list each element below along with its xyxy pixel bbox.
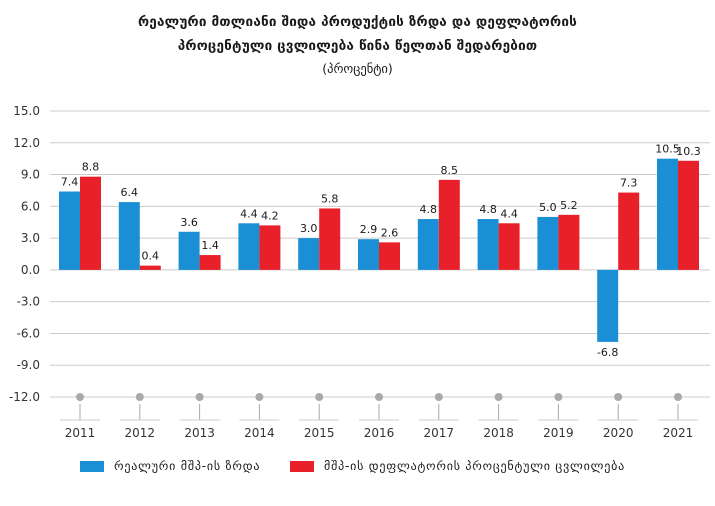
legend-item-real-growth: რეალური მშპ-ის ზრდა: [80, 459, 260, 473]
y-tick-label: 9.0: [21, 168, 40, 182]
y-tick-label: -12.0: [9, 390, 40, 404]
bar-real-growth: [238, 223, 260, 270]
x-axis-marker: [614, 393, 623, 401]
bar-deflator: [199, 255, 221, 270]
data-label-real-growth: 7.4: [61, 176, 79, 189]
data-label-real-growth: 3.0: [300, 222, 318, 235]
chart-subtitle: (პროცენტი): [322, 61, 393, 76]
data-label-deflator: 10.3: [676, 145, 701, 158]
bar-deflator: [618, 192, 640, 270]
data-label-real-growth: 10.5: [655, 143, 680, 156]
y-tick-label: 6.0: [21, 199, 40, 213]
bar-real-growth: [298, 238, 320, 270]
data-label-real-growth: 4.8: [479, 203, 497, 216]
data-label-deflator: 0.4: [142, 250, 160, 263]
data-label-deflator: 8.8: [82, 161, 100, 174]
bar-real-growth: [537, 216, 559, 270]
data-label-real-growth: 6.4: [121, 186, 139, 199]
data-label-real-growth: 5.0: [539, 201, 557, 214]
data-label-real-growth: 4.4: [240, 207, 258, 220]
data-label-deflator: 5.2: [560, 199, 578, 212]
bar-deflator: [558, 214, 580, 270]
bar-real-growth: [657, 158, 678, 270]
bar-real-growth: [358, 239, 379, 270]
bar-real-growth: [417, 219, 439, 270]
x-tick-label: 2016: [364, 426, 395, 440]
legend-label-real-growth: რეალური მშპ-ის ზრდა: [114, 459, 261, 473]
x-tick-label: 2014: [244, 426, 275, 440]
bar-deflator: [678, 160, 699, 270]
data-label-deflator: 8.5: [441, 164, 459, 177]
x-tick-label: 2021: [663, 426, 694, 440]
chart-title-line-1: რეალური მთლიანი შიდა პროდუქტის ზრდა და დ…: [137, 14, 578, 30]
bar-real-growth: [59, 191, 80, 270]
y-tick-label: 12.0: [13, 136, 40, 150]
y-tick-label: 3.0: [21, 231, 40, 245]
data-label-deflator: 4.2: [261, 209, 279, 222]
y-tick-label: 0.0: [21, 263, 40, 277]
x-axis-marker: [494, 393, 503, 401]
x-axis-marker: [674, 393, 682, 401]
bar-deflator: [379, 242, 400, 270]
x-axis-marker: [76, 393, 84, 401]
bar-deflator: [139, 265, 161, 270]
x-tick-label: 2019: [543, 426, 574, 440]
bar-real-growth: [118, 202, 140, 270]
x-axis-marker: [434, 393, 443, 401]
bar-deflator: [498, 223, 520, 270]
x-axis-marker: [255, 393, 264, 401]
data-label-deflator: 5.8: [321, 192, 339, 205]
legend-swatch-real-growth: [80, 460, 104, 472]
x-tick-label: 2012: [125, 426, 156, 440]
x-axis-marker: [315, 393, 324, 401]
data-label-real-growth: -6.8: [597, 346, 618, 359]
x-tick-label: 2020: [603, 426, 634, 440]
data-label-real-growth: 3.6: [180, 216, 198, 229]
x-tick-label: 2015: [304, 426, 335, 440]
data-label-deflator: 1.4: [201, 239, 219, 252]
data-label-deflator: 7.3: [620, 177, 638, 190]
x-tick-label: 2013: [184, 426, 215, 440]
legend-swatch-deflator: [290, 460, 314, 472]
data-label-real-growth: 2.9: [360, 223, 378, 236]
bar-real-growth: [477, 219, 499, 270]
x-tick-label: 2018: [483, 426, 514, 440]
x-axis-marker: [554, 393, 563, 401]
chart-title-block: რეალური მთლიანი შიდა პროდუქტის ზრდა და დ…: [0, 10, 715, 80]
legend-label-deflator: მშპ-ის დეფლატორის პროცენტული ცვლილება: [324, 459, 625, 473]
bar-deflator: [438, 179, 460, 270]
chart-title-line-2: პროცენტული ცვლილება წინა წელთან შედარები…: [177, 38, 538, 54]
y-tick-label: -9.0: [17, 358, 40, 372]
x-axis-marker: [195, 393, 204, 401]
x-axis-marker: [375, 393, 383, 401]
y-tick-label: -3.0: [17, 295, 40, 309]
x-tick-label: 2017: [424, 426, 455, 440]
data-label-deflator: 4.4: [500, 207, 518, 220]
x-axis-marker: [135, 393, 144, 401]
legend-item-deflator: მშპ-ის დეფლატორის პროცენტული ცვლილება: [290, 459, 625, 473]
chart-legend: რეალური მშპ-ის ზრდა მშპ-ის დეფლატორის პრ…: [0, 459, 715, 479]
x-tick-label: 2011: [65, 426, 96, 440]
bar-real-growth: [597, 269, 619, 342]
y-tick-label: 15.0: [13, 104, 40, 118]
bar-real-growth: [178, 231, 200, 270]
bar-deflator: [80, 176, 101, 270]
bar-deflator: [319, 208, 341, 270]
data-label-deflator: 2.6: [381, 226, 399, 239]
bar-deflator: [259, 225, 281, 270]
data-label-real-growth: 4.8: [420, 203, 438, 216]
y-tick-label: -6.0: [17, 326, 40, 340]
